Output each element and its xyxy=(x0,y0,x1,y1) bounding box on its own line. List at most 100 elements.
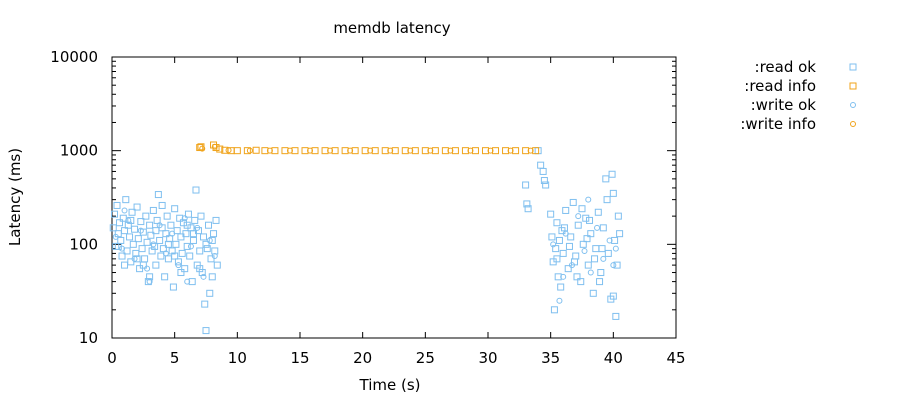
point-read-ok xyxy=(127,258,135,266)
point-read-ok xyxy=(142,212,150,220)
point-read-ok xyxy=(137,218,145,226)
data-points xyxy=(109,141,624,335)
point-write-ok xyxy=(187,243,194,250)
point-read-ok xyxy=(157,252,165,260)
point-write-ok xyxy=(610,262,617,269)
point-read-ok xyxy=(604,249,612,257)
y-axis: 10 100 1000 10000 xyxy=(50,48,676,347)
point-read-info xyxy=(233,147,241,155)
point-read-ok xyxy=(186,252,194,260)
point-write-info xyxy=(211,143,218,150)
point-read-ok xyxy=(609,189,617,197)
point-read-ok xyxy=(202,240,210,248)
point-read-ok xyxy=(522,181,530,189)
point-write-info xyxy=(347,147,354,154)
point-read-ok xyxy=(564,265,572,273)
point-read-ok xyxy=(557,283,565,291)
point-read-ok xyxy=(573,273,581,281)
point-read-ok xyxy=(542,181,550,189)
point-read-ok xyxy=(594,208,602,216)
point-read-ok xyxy=(586,216,594,224)
point-write-ok xyxy=(181,215,188,222)
point-read-ok xyxy=(565,242,573,250)
point-read-ok xyxy=(127,216,135,224)
point-read-ok xyxy=(608,170,616,178)
point-read-info xyxy=(216,145,224,153)
point-read-ok xyxy=(578,205,586,213)
point-read-ok xyxy=(181,265,189,273)
point-write-ok xyxy=(600,255,607,262)
x-tick-label: 40 xyxy=(604,349,623,367)
point-read-ok xyxy=(208,273,216,281)
point-read-ok xyxy=(173,227,181,235)
point-write-info xyxy=(327,147,334,154)
point-write-ok xyxy=(550,241,557,248)
y-tick-label: 10 xyxy=(79,329,98,347)
point-read-ok xyxy=(152,227,160,235)
legend-label: :read ok xyxy=(755,58,817,76)
point-write-ok xyxy=(112,233,119,240)
point-read-ok xyxy=(192,186,200,194)
point-read-ok xyxy=(183,221,191,229)
point-write-ok xyxy=(137,227,144,234)
point-write-info xyxy=(487,147,494,154)
point-write-info xyxy=(427,147,434,154)
point-write-info xyxy=(467,147,474,154)
point-read-ok xyxy=(131,225,139,233)
y-tick-label: 10000 xyxy=(50,48,98,66)
point-write-ok xyxy=(156,222,163,229)
point-write-ok xyxy=(606,237,613,244)
point-write-info xyxy=(266,147,273,154)
point-read-ok xyxy=(582,214,590,222)
point-write-ok xyxy=(612,245,619,252)
point-read-ok xyxy=(177,269,185,277)
point-read-ok xyxy=(171,252,179,260)
point-write-ok xyxy=(119,245,126,252)
legend: :read ok:read info:write ok:write info xyxy=(740,58,857,133)
point-read-ok xyxy=(205,221,213,229)
point-read-ok xyxy=(572,252,580,260)
point-read-ok xyxy=(149,206,157,214)
point-write-ok xyxy=(211,253,218,260)
point-write-ok xyxy=(162,250,169,257)
point-write-ok xyxy=(184,278,191,285)
point-read-ok xyxy=(567,233,575,241)
x-tick-label: 15 xyxy=(290,349,309,367)
x-tick-label: 5 xyxy=(170,349,180,367)
point-read-ok xyxy=(109,224,117,232)
legend-marker xyxy=(849,82,857,90)
point-write-ok xyxy=(587,269,594,276)
point-read-ok xyxy=(208,236,216,244)
point-read-ok xyxy=(117,236,125,244)
point-read-info xyxy=(243,147,251,155)
point-read-ok xyxy=(196,247,204,255)
x-tick-label: 45 xyxy=(666,349,685,367)
point-read-ok xyxy=(146,273,154,281)
point-read-info xyxy=(252,146,260,154)
point-read-ok xyxy=(591,255,599,263)
point-read-ok xyxy=(579,240,587,248)
point-read-ok xyxy=(121,261,129,269)
point-write-ok xyxy=(581,247,588,254)
point-read-ok xyxy=(589,289,597,297)
point-read-ok xyxy=(537,161,545,169)
point-read-ok xyxy=(121,227,129,235)
series-read-ok xyxy=(109,147,624,335)
point-read-ok xyxy=(599,224,607,232)
point-read-ok xyxy=(162,230,170,238)
x-tick-label: 25 xyxy=(416,349,435,367)
point-read-ok xyxy=(587,230,595,238)
point-write-ok xyxy=(594,224,601,231)
point-read-ok xyxy=(540,177,548,185)
point-read-ok xyxy=(613,261,621,269)
point-write-info xyxy=(286,147,293,154)
point-read-info xyxy=(196,144,204,152)
point-read-ok xyxy=(147,231,155,239)
point-read-ok xyxy=(167,221,175,229)
point-write-ok xyxy=(169,230,176,237)
point-read-ok xyxy=(172,240,180,248)
point-read-ok xyxy=(111,210,119,218)
point-read-ok xyxy=(174,258,182,266)
point-write-ok xyxy=(200,273,207,280)
